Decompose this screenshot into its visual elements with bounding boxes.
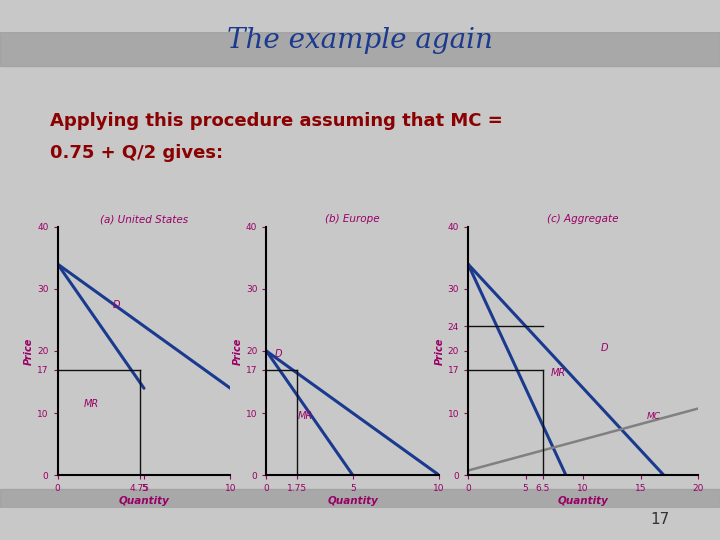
Text: D: D [600,343,608,353]
Y-axis label: Price: Price [233,338,243,364]
Text: D: D [275,349,282,359]
Bar [0,489,720,508]
Text: MC: MC [647,413,660,421]
Text: MR: MR [297,411,312,421]
X-axis label: Quantity: Quantity [328,496,378,506]
X-axis label: Quantity: Quantity [558,496,608,506]
Text: MR: MR [551,368,566,378]
Text: (c) Aggregate: (c) Aggregate [547,214,619,224]
Y-axis label: Price: Price [435,338,445,364]
Text: D: D [113,300,120,309]
Bar [0,32,720,66]
Text: (b) Europe: (b) Europe [325,214,380,224]
Text: The example again: The example again [227,27,493,54]
Text: 0.75 + Q/2 gives:: 0.75 + Q/2 gives: [50,144,223,162]
X-axis label: Quantity: Quantity [119,496,169,506]
Text: 17: 17 [650,511,670,526]
Text: (a) United States: (a) United States [100,214,188,224]
Text: MR: MR [84,399,99,409]
Text: Applying this procedure assuming that MC =: Applying this procedure assuming that MC… [50,112,503,130]
Y-axis label: Price: Price [24,338,35,364]
